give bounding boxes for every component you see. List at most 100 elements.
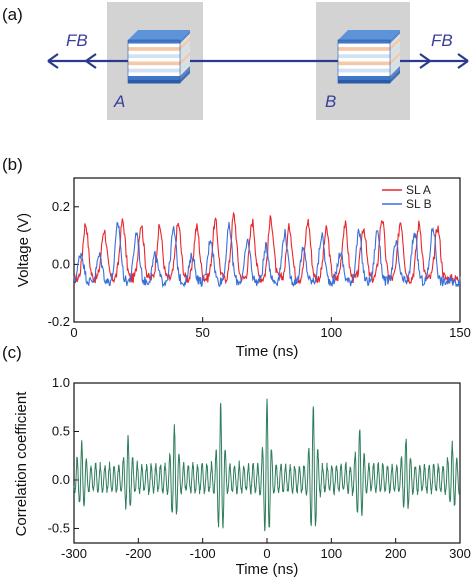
stack-outline [337,39,391,84]
stack-layer [338,43,390,48]
plot-c-ticks: -300 -200 -100 0 100 200 300 -0.5 0.0 0.5 1.0 [48,375,471,561]
stack-top-face [338,30,400,40]
stack-layer [128,79,180,84]
stack-side-layer [390,37,400,51]
y-tick-label: 0.0 [52,256,70,271]
y-tick-label: -0.5 [48,520,70,535]
panel-a-label: (a) [2,5,23,24]
series-line-sl-b [73,221,461,289]
stack-layer [128,61,180,66]
stack-layer [338,68,390,73]
x-tick-label: 50 [195,325,209,340]
x-tick-label: -200 [125,546,151,561]
series-line-sl-a [73,211,461,285]
stack-layer [338,54,390,58]
stack-side-layer [390,40,400,55]
fb-right-label: FB [431,31,453,50]
stack-layer [128,43,180,48]
x-tick-label: 100 [320,546,342,561]
x-tick-label: 200 [385,546,407,561]
plot-c-series [73,398,461,532]
stack-layer [128,40,180,44]
node-a-label: A [113,92,125,111]
stack-side-layer [390,58,400,73]
y-tick-label: 0.0 [52,472,70,487]
stack-layer [128,76,180,80]
correlation-line [73,398,461,532]
stack-layer [338,58,390,62]
stack-layer [338,47,390,51]
legend-label: SL A [406,183,431,197]
stack-side-layer [180,55,190,69]
panel-c-label: (c) [2,343,22,362]
y-tick-label: 0.5 [52,423,70,438]
y-tick-label: -0.2 [48,314,70,329]
panel-b: (b) 0 50 100 150 -0.2 0.0 0.2 SL ASL B Time (n… [2,155,471,360]
stack-side-layer [180,69,190,84]
stack-side-layer [390,66,400,80]
fb-left-arrow-in-icon [85,53,97,69]
fb-left-arrow-out-icon [47,53,59,69]
panel-a: (a) FB FB A B [2,2,469,120]
plot-b-ylabel: Voltage (V) [15,213,32,287]
stack-layer [338,72,390,76]
stack-side-layer [390,30,400,44]
stack-side-layer [180,40,190,55]
stack-side-layer [390,69,400,84]
stack-layer [128,65,180,69]
stack-side-layer [180,51,190,66]
stack-layer [338,76,390,80]
y-tick-label: 0.2 [52,199,70,214]
x-tick-label: 100 [320,325,342,340]
plot-c-xlabel: Time (ns) [236,561,299,578]
x-tick-label: -100 [190,546,216,561]
plot-b-series [73,211,461,289]
superlattice-a-icon [127,30,190,84]
plot-b-frame [73,177,461,323]
stack-side-layer [180,62,190,76]
stack-layer [128,50,180,55]
stack-outline [127,39,181,84]
legend-label: SL B [406,197,432,211]
x-tick-label: 0 [70,325,77,340]
panel-b-label: (b) [2,155,23,174]
stack-side-layer [180,37,190,51]
plot-b-legend: SL ASL B [382,183,432,211]
stack-layer [128,47,180,51]
stack-layer [338,40,390,44]
stack-layer [128,58,180,62]
stack-layer [128,72,180,76]
stack-side-layer [390,33,400,48]
stack-side-layer [180,33,190,48]
stack-layer [338,65,390,69]
fb-left-label: FB [66,31,88,50]
x-tick-label: 300 [449,546,471,561]
y-tick-label: 1.0 [52,375,70,390]
stack-side-layer [180,30,190,44]
x-tick-label: 0 [263,546,270,561]
stack-side-layer [390,55,400,69]
stack-top-face [128,30,190,40]
stack-side-layer [180,44,190,58]
stack-layer [338,61,390,66]
stack-side-layer [180,58,190,73]
stack-side-layer [180,48,190,62]
stack-side-layer [390,48,400,62]
panel-c: (c) -300 -200 -100 0 100 200 300-0.50.00.51.0 … [2,343,471,578]
stack-side-layer [390,62,400,76]
fb-right-arrow-in-icon [419,53,431,69]
plot-c-ylabel: Correlation coefficient [13,391,30,537]
stack-layer [338,79,390,84]
plot-b-xlabel: Time (ns) [236,343,299,360]
plot-b-ticks: 0 50 100 150 -0.2 0.0 0.2 [48,199,471,340]
node-b-label: B [325,92,336,111]
x-tick-label: 150 [449,325,471,340]
stack-side-layer [180,66,190,80]
stack-side-layer [390,51,400,66]
stack-side-layer [390,44,400,58]
stack-layer [128,68,180,73]
stack-layer [338,50,390,55]
x-tick-label: -300 [61,546,87,561]
stack-layer [128,54,180,58]
superlattice-b-icon [337,30,400,84]
